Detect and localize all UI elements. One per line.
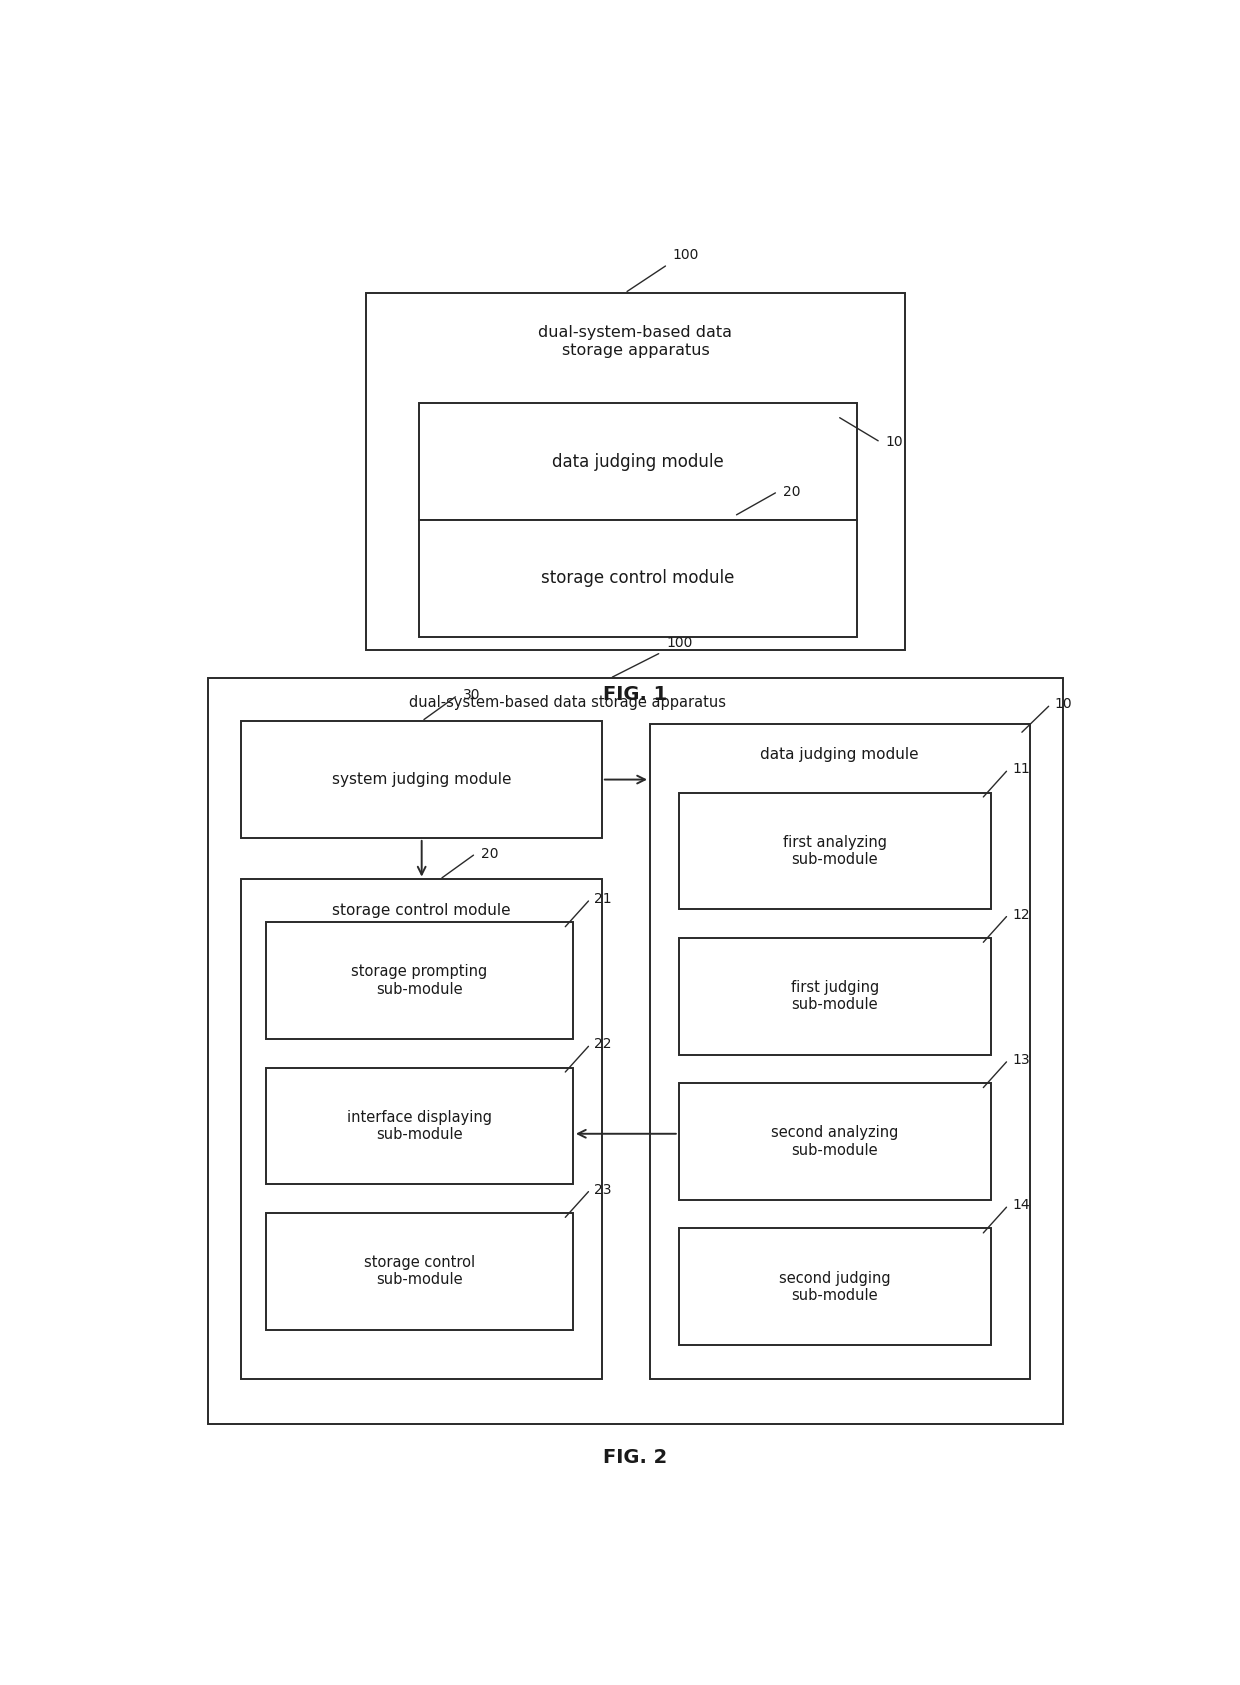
Text: 10: 10 [1054,698,1073,711]
FancyBboxPatch shape [242,721,601,837]
FancyBboxPatch shape [678,792,991,910]
Text: 12: 12 [1012,908,1030,922]
Text: FIG. 1: FIG. 1 [604,684,667,704]
Text: storage control module: storage control module [332,903,511,918]
Text: storage control
sub-module: storage control sub-module [363,1255,475,1287]
Text: data judging module: data judging module [552,453,724,470]
Text: FIG. 2: FIG. 2 [604,1447,667,1468]
Text: 100: 100 [672,248,699,261]
Text: second judging
sub-module: second judging sub-module [779,1270,890,1303]
Text: dual-system-based data storage apparatus: dual-system-based data storage apparatus [408,696,725,711]
Text: 30: 30 [463,687,480,703]
Text: data judging module: data judging module [760,746,919,762]
Text: 21: 21 [594,891,611,907]
Text: storage control module: storage control module [541,570,734,588]
Text: 20: 20 [782,485,800,499]
Text: 100: 100 [666,635,692,650]
FancyBboxPatch shape [265,922,573,1040]
Text: first analyzing
sub-module: first analyzing sub-module [782,834,887,868]
FancyBboxPatch shape [650,725,1029,1378]
Text: 13: 13 [1012,1053,1030,1067]
Text: dual-system-based data
storage apparatus: dual-system-based data storage apparatus [538,325,733,357]
Text: 11: 11 [1012,762,1030,777]
Text: 22: 22 [594,1038,611,1051]
Text: storage prompting
sub-module: storage prompting sub-module [351,964,487,998]
FancyBboxPatch shape [678,1228,991,1345]
Text: interface displaying
sub-module: interface displaying sub-module [347,1110,492,1142]
Text: 10: 10 [885,435,903,450]
FancyBboxPatch shape [419,521,857,637]
Text: second analyzing
sub-module: second analyzing sub-module [771,1126,899,1158]
FancyBboxPatch shape [242,880,601,1378]
FancyBboxPatch shape [265,1068,573,1185]
Text: 20: 20 [481,846,498,861]
Text: 23: 23 [594,1183,611,1196]
FancyBboxPatch shape [419,403,857,521]
FancyBboxPatch shape [265,1213,573,1329]
FancyBboxPatch shape [678,1083,991,1200]
Text: system judging module: system judging module [332,772,511,787]
FancyBboxPatch shape [367,293,905,650]
Text: 14: 14 [1012,1198,1030,1212]
Text: first judging
sub-module: first judging sub-module [791,981,879,1013]
FancyBboxPatch shape [208,679,1063,1424]
FancyBboxPatch shape [678,939,991,1055]
